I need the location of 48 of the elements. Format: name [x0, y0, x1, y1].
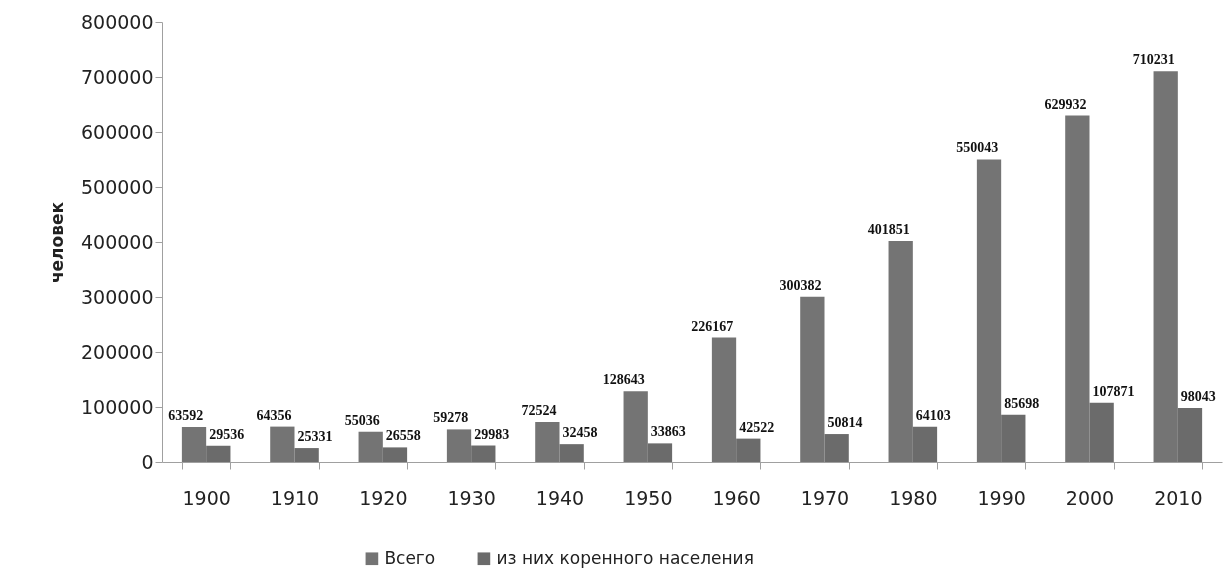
data-label: 26558 — [385, 428, 421, 444]
data-label: 29983 — [474, 426, 510, 442]
data-label: 33863 — [650, 424, 686, 440]
x-tick-label: 1990 — [977, 486, 1026, 509]
data-label: 107871 — [1092, 383, 1135, 399]
data-label: 25331 — [297, 429, 333, 445]
x-tick-label: 1940 — [535, 486, 585, 509]
data-label: 64103 — [915, 407, 951, 423]
data-label: 32458 — [562, 425, 598, 441]
data-label: 401851 — [867, 221, 910, 237]
x-tick-label: 1960 — [712, 486, 761, 509]
y-tick-label: 300000 — [80, 285, 154, 308]
y-axis-title: человек — [46, 201, 67, 284]
data-label: 59278 — [433, 410, 469, 426]
x-tick-label: 2010 — [1154, 486, 1203, 509]
x-tick-label: 1900 — [182, 486, 231, 509]
y-tick-label: 100000 — [80, 395, 154, 418]
x-tick-label: 1930 — [447, 486, 496, 509]
y-tick-label: 600000 — [80, 120, 154, 143]
data-label: 63592 — [168, 408, 204, 424]
data-label: 29536 — [209, 426, 245, 442]
data-label: 629932 — [1044, 96, 1087, 112]
y-tick-label: 200000 — [80, 340, 154, 363]
x-tick-label: 1950 — [624, 486, 673, 509]
y-tick-label: 400000 — [80, 230, 154, 253]
data-label: 300382 — [779, 277, 822, 293]
legend-label: Всего — [384, 547, 436, 568]
y-tick-label: 0 — [141, 450, 154, 473]
data-label: 72524 — [521, 403, 557, 419]
data-label: 128643 — [602, 372, 645, 388]
y-tick-label: 500000 — [80, 175, 154, 198]
x-tick-label: 1920 — [359, 486, 408, 509]
data-label: 42522 — [739, 419, 775, 435]
data-label: 226167 — [691, 318, 734, 334]
x-tick-label: 1980 — [889, 486, 938, 509]
data-label: 550043 — [956, 140, 999, 156]
x-tick-label: 1970 — [800, 486, 850, 509]
y-tick-label: 700000 — [80, 65, 154, 88]
data-label: 85698 — [1004, 395, 1040, 411]
legend-label: из них коренного населения — [496, 547, 754, 568]
data-label: 55036 — [344, 412, 380, 428]
data-label: 710231 — [1132, 52, 1175, 68]
x-tick-label: 2000 — [1065, 486, 1115, 509]
data-label: 64356 — [256, 407, 292, 423]
data-label: 98043 — [1180, 389, 1216, 405]
x-tick-label: 1910 — [270, 486, 320, 509]
data-label: 50814 — [827, 415, 863, 431]
y-tick-label: 800000 — [80, 10, 154, 33]
